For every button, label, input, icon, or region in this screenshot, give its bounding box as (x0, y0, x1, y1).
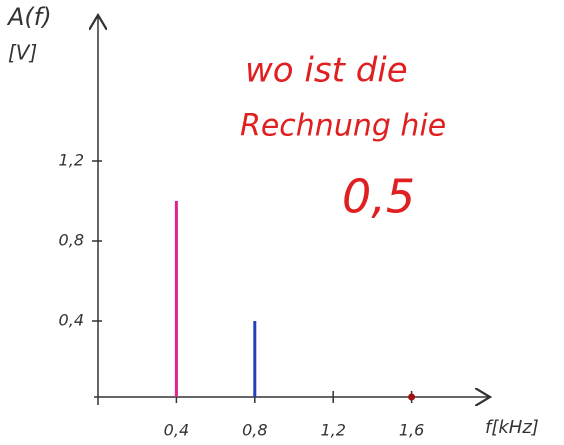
y-tick-label: 0,8 (59, 231, 84, 250)
stem (408, 393, 416, 401)
y-axis-unit: [V] (8, 41, 37, 65)
y-tick-label: 0,4 (59, 311, 84, 330)
x-tick-label: 0,8 (242, 421, 267, 440)
x-tick-label: 1,6 (399, 421, 424, 440)
annotation: Rechnung hie (240, 109, 446, 144)
y-axis-label: A(f) (6, 3, 52, 31)
x-tick-label: 0,4 (164, 421, 189, 440)
annotation: 0,5 (342, 170, 415, 224)
x-tick-label: 1,2 (320, 421, 345, 440)
annotation: wo ist die (245, 51, 408, 91)
x-axis-label: f[kHz] (485, 417, 539, 438)
y-tick-label: 1,2 (59, 151, 84, 170)
